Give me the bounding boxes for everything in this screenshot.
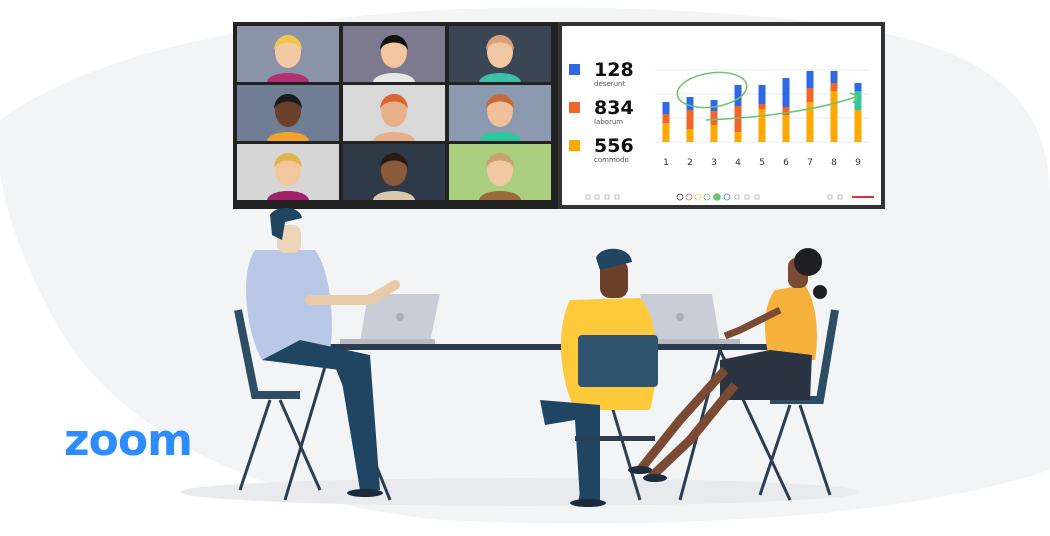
bar-segment — [830, 91, 838, 142]
x-tick-label: 6 — [783, 158, 789, 168]
x-tick-label: 7 — [807, 158, 813, 168]
toolbar-icon[interactable] — [594, 194, 600, 200]
bar-segment — [710, 111, 718, 125]
bar-segment — [710, 125, 718, 142]
table-top — [258, 344, 798, 350]
bar-segment — [782, 78, 790, 107]
legend-value: 556 — [594, 135, 634, 157]
participant-video-tile[interactable] — [237, 144, 339, 200]
bar-segment — [734, 132, 742, 142]
stop-button[interactable] — [852, 196, 874, 198]
participant-video-tile[interactable] — [343, 85, 445, 141]
bar-segment — [782, 115, 790, 142]
toolbar-icon[interactable] — [837, 194, 843, 200]
participant-video-tile[interactable] — [449, 85, 551, 141]
x-tick-label: 5 — [759, 158, 765, 168]
chair-back — [578, 335, 658, 387]
man-back-view — [540, 248, 658, 507]
participant-video-tile[interactable] — [449, 26, 551, 82]
color-swatch-button[interactable] — [685, 193, 693, 201]
participant-video-tile[interactable] — [343, 26, 445, 82]
participant-video-tile[interactable] — [449, 144, 551, 200]
x-tick-label: 1 — [663, 158, 669, 168]
legend-swatch — [569, 140, 580, 151]
x-tick-label: 3 — [711, 158, 717, 168]
bar-segment — [662, 102, 670, 114]
toolbar-icon[interactable] — [754, 194, 760, 200]
toolbar-icon[interactable] — [585, 194, 591, 200]
bar-segment — [782, 107, 790, 115]
legend-swatch — [569, 102, 580, 113]
toolbar-icon[interactable] — [614, 194, 620, 200]
whiteboard-toolbar — [585, 193, 874, 201]
participant-video-tile[interactable] — [237, 26, 339, 82]
color-swatch-button[interactable] — [703, 193, 711, 201]
laptop — [640, 294, 740, 344]
legend-label: commodo — [594, 156, 629, 164]
bar-segment — [806, 102, 814, 142]
annotation-arrow — [705, 92, 860, 121]
x-tick-label: 8 — [831, 158, 837, 168]
bar-segment — [758, 104, 766, 109]
woman-typing — [628, 248, 839, 496]
x-tick-label: 4 — [735, 158, 741, 168]
bar-segment — [854, 83, 862, 91]
color-swatch-button[interactable] — [676, 193, 684, 201]
bar-segment — [830, 71, 838, 83]
bar-segment — [662, 123, 670, 142]
bar-segment — [758, 85, 766, 104]
laptop — [340, 294, 440, 344]
bar-segment — [686, 129, 694, 142]
toolbar-icon[interactable] — [604, 194, 610, 200]
x-tick-label: 9 — [855, 158, 861, 168]
bar-segment — [830, 83, 838, 91]
bar-segment — [734, 85, 742, 106]
legend-value: 834 — [594, 97, 634, 119]
color-swatch-button[interactable] — [723, 193, 731, 201]
legend-label: deserunt — [594, 80, 625, 88]
bar-segment — [854, 110, 862, 142]
toolbar-icon[interactable] — [734, 194, 740, 200]
x-tick-label: 2 — [687, 158, 693, 168]
bar-segment — [806, 88, 814, 102]
floor-shadow — [180, 478, 860, 506]
bar-segment — [854, 91, 862, 110]
bar-segment — [662, 114, 670, 123]
toolbar-icon[interactable] — [827, 194, 833, 200]
color-swatch-button[interactable] — [694, 193, 702, 201]
annotation-circle — [676, 71, 748, 109]
color-swatch-selected[interactable] — [713, 193, 721, 201]
legend-value: 128 — [594, 59, 634, 81]
legend-label: laborum — [594, 118, 623, 126]
video-grid-screen — [233, 22, 558, 209]
legend-swatch — [569, 64, 580, 75]
bar-segment — [710, 100, 718, 111]
man-presenting — [234, 207, 400, 497]
bar-segment — [686, 97, 694, 110]
bar-segment — [806, 71, 814, 88]
bar-segment — [686, 110, 694, 129]
participant-video-tile[interactable] — [343, 144, 445, 200]
toolbar-icon[interactable] — [744, 194, 750, 200]
bar-segment — [734, 106, 742, 132]
zoom-logo: zoom — [64, 415, 192, 466]
bar-segment — [758, 109, 766, 142]
participant-video-tile[interactable] — [237, 85, 339, 141]
